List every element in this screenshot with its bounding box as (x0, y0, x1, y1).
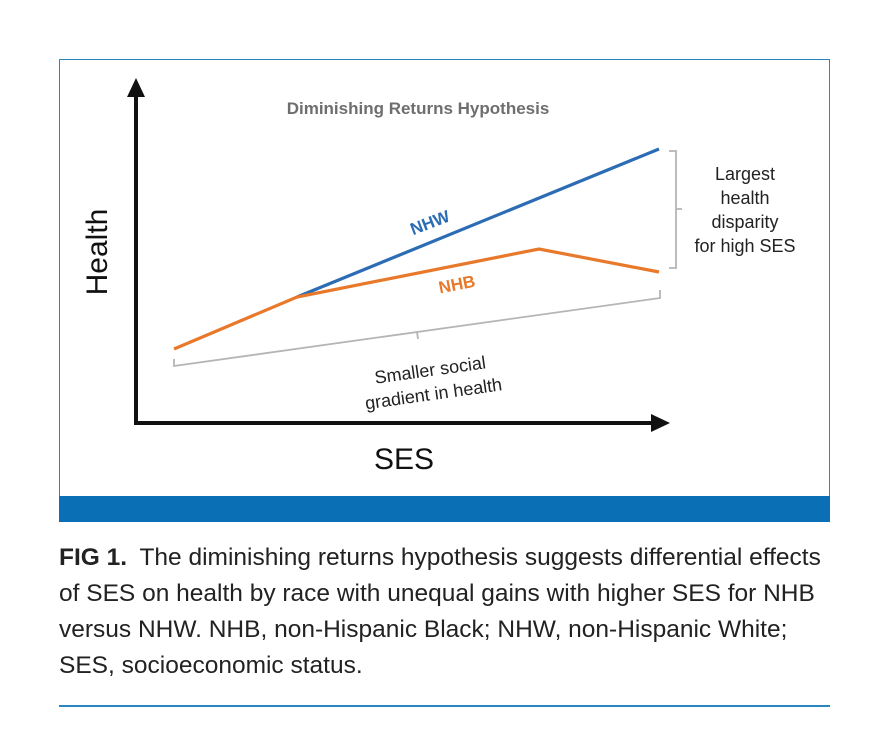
bottom-rule (59, 705, 830, 707)
disparity-annotation: Largest health disparity for high SES (694, 164, 795, 256)
figure-color-bar (59, 496, 830, 522)
caption-text: The diminishing returns hypothesis sugge… (59, 544, 821, 679)
axes (127, 78, 670, 432)
figure-frame (59, 59, 830, 521)
gradient-bracket (173, 290, 661, 368)
x-axis-arrowhead (651, 414, 670, 432)
diagram-title: Diminishing Returns Hypothesis (287, 99, 550, 118)
nhw-series-label: NHW (408, 206, 454, 239)
disparity-line-2: health (720, 188, 769, 208)
nhb-line (173, 247, 660, 351)
nhb-series-label: NHB (437, 272, 477, 298)
disparity-line-1: Largest (715, 164, 775, 184)
x-axis-label: SES (374, 443, 434, 476)
y-axis-arrowhead (127, 78, 145, 97)
disparity-line-4: for high SES (694, 236, 795, 256)
nhw-line (296, 147, 660, 299)
disparity-line-3: disparity (711, 212, 778, 232)
y-axis-label: Health (81, 209, 114, 296)
disparity-bracket (669, 150, 682, 269)
caption-label: FIG 1. (59, 544, 128, 571)
gradient-annotation: Smaller social gradient in health (364, 352, 504, 413)
figure-caption: FIG 1. The diminishing returns hypothesi… (59, 540, 839, 684)
